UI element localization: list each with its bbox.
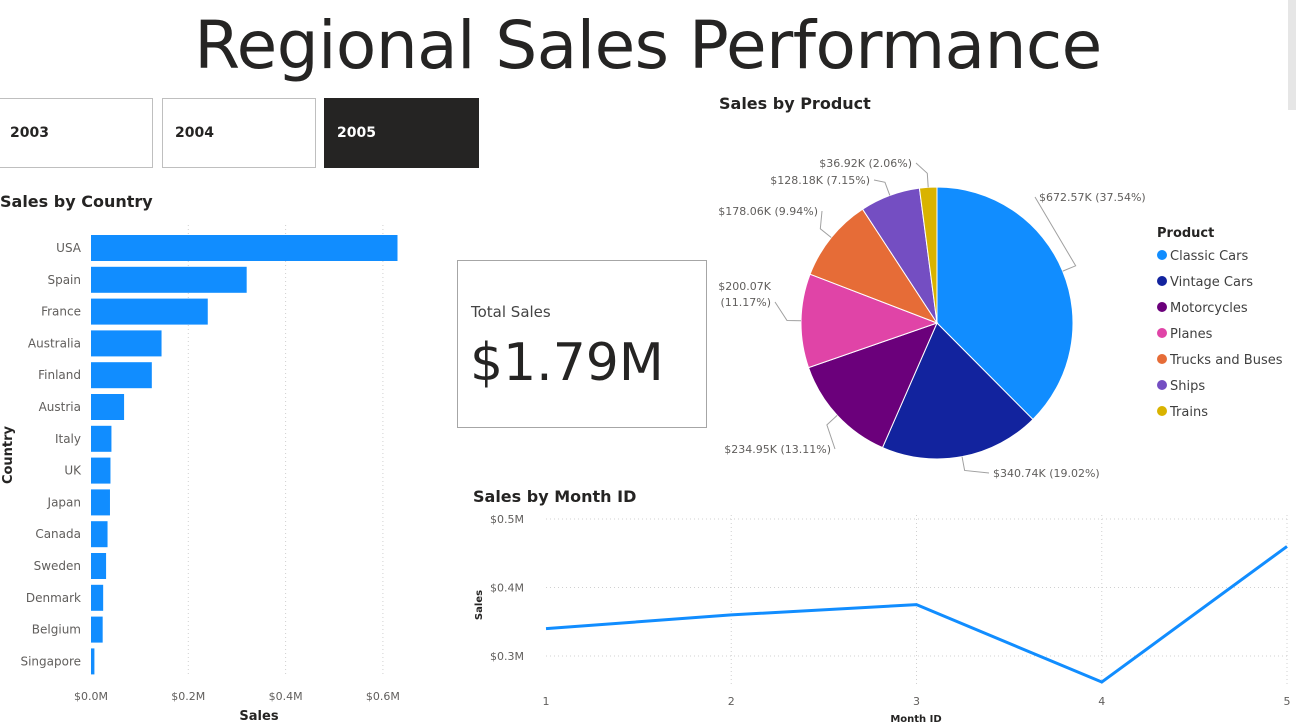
legend-marker (1157, 302, 1167, 312)
sales-by-month-chart[interactable]: $0.3M $0.4M $0.5M 1 2 3 4 5 Month ID Sales (460, 505, 1296, 728)
sales-by-country-chart[interactable]: $0.0M $0.2M $0.4M $0.6M USA Spain France Austra… (0, 215, 440, 728)
card-value: $1.79M (470, 333, 664, 393)
bar-sweden[interactable] (91, 553, 107, 579)
x-tick-label: 5 (1284, 695, 1291, 708)
bar-denmark[interactable] (91, 584, 104, 611)
legend-title: Product (1157, 226, 1214, 241)
legend-item-label: Motorcycles (1170, 301, 1248, 316)
legend-item-label: Ships (1170, 379, 1205, 394)
legend-item-label: Planes (1170, 327, 1213, 342)
card-label: Total Sales (471, 303, 551, 321)
bar-usa[interactable] (91, 235, 398, 261)
x-tick-label: $0.6M (366, 690, 400, 703)
legend-item-label: Vintage Cars (1170, 275, 1253, 290)
bar-belgium[interactable] (91, 616, 103, 643)
x-tick-label: 2 (728, 695, 735, 708)
y-tick-label: Australia (28, 336, 81, 350)
slice-vintage-cars[interactable] (881, 322, 1034, 460)
x-tick-label: 4 (1098, 695, 1105, 708)
leader-line (819, 210, 832, 238)
bar-spain[interactable] (91, 266, 247, 293)
y-tick-label: $0.4M (490, 582, 524, 595)
y-tick-label: Japan (47, 495, 81, 509)
x-axis-title: Sales (239, 709, 278, 724)
y-tick-label: Italy (55, 432, 81, 446)
page-title: Regional Sales Performance (194, 7, 1102, 84)
y-tick-label: France (41, 305, 81, 319)
total-sales-card[interactable]: Total Sales $1.79M (457, 260, 707, 428)
legend-marker (1157, 250, 1167, 260)
legend-item-label: Trucks and Buses (1169, 353, 1283, 368)
slice-data-label-value: $200.07K (718, 280, 771, 293)
legend-item-label: Trains (1169, 405, 1208, 420)
product-chart-title: Sales by Product (719, 94, 871, 113)
series-line-sales[interactable] (545, 545, 1288, 684)
leader-line (873, 179, 891, 196)
x-tick-label: $0.0M (74, 690, 108, 703)
y-axis-title: Country (1, 425, 16, 484)
legend-marker (1157, 328, 1167, 338)
bar-canada[interactable] (91, 521, 108, 548)
x-tick-label: $0.4M (269, 690, 303, 703)
x-tick-label: 1 (543, 695, 550, 708)
y-tick-label: Austria (39, 400, 81, 414)
slice-trains[interactable] (918, 186, 938, 324)
bar-australia[interactable] (91, 330, 162, 357)
y-tick-label: Spain (47, 273, 81, 287)
scrollbar[interactable] (1288, 0, 1296, 110)
y-tick-label: Denmark (26, 591, 81, 605)
slice-data-label: $340.74K (19.02%) (993, 467, 1100, 480)
legend-marker (1157, 380, 1167, 390)
slicer-option-2004[interactable]: 2004 (162, 98, 316, 168)
x-tick-label: 3 (913, 695, 920, 708)
bar-japan[interactable] (91, 489, 110, 516)
y-tick-label: Belgium (32, 623, 81, 637)
slice-data-label: $234.95K (13.11%) (724, 443, 831, 456)
y-tick-label: Singapore (20, 654, 81, 668)
bar-austria[interactable] (91, 394, 125, 420)
slice-data-label: $128.18K (7.15%) (770, 174, 870, 187)
slice-classic-cars[interactable] (936, 186, 1074, 421)
x-tick-label: $0.2M (171, 690, 205, 703)
y-tick-label: UK (64, 464, 82, 478)
slicer-option-2003[interactable]: 2003 (0, 98, 153, 168)
slicer-option-2005[interactable]: 2005 (324, 98, 479, 168)
slice-data-label: $672.57K (37.54%) (1039, 191, 1146, 204)
bar-italy[interactable] (91, 425, 112, 452)
country-chart-title: Sales by Country (0, 192, 153, 211)
slice-data-label: $178.06K (9.94%) (718, 205, 818, 218)
legend-marker (1157, 276, 1167, 286)
bar-singapore[interactable] (91, 648, 95, 675)
slice-data-label-pct: (11.17%) (720, 296, 771, 309)
sales-by-product-chart[interactable]: $672.57K (37.54%) $340.74K (19.02%) $234.9… (700, 140, 1296, 490)
slice-data-label: $36.92K (2.06%) (819, 157, 912, 170)
y-tick-label: Sweden (34, 559, 81, 573)
y-tick-label: $0.5M (490, 513, 524, 526)
slice-trucks-and-buses[interactable] (809, 208, 939, 325)
month-chart-title: Sales by Month ID (473, 487, 637, 506)
bar-finland[interactable] (91, 362, 152, 389)
y-tick-label: USA (56, 241, 82, 255)
y-tick-label: $0.3M (490, 650, 524, 663)
leader-line (961, 456, 990, 474)
y-tick-label: Finland (38, 368, 81, 382)
bar-uk[interactable] (91, 457, 111, 484)
bar-france[interactable] (91, 298, 208, 325)
leader-line (1034, 196, 1077, 272)
y-axis-title: Sales (474, 590, 485, 620)
leader-line (774, 301, 802, 322)
leader-line (826, 414, 838, 450)
legend-marker (1157, 406, 1167, 416)
legend-item-label: Classic Cars (1170, 249, 1248, 264)
x-axis-title: Month ID (890, 714, 941, 725)
y-tick-label: Canada (35, 527, 81, 541)
legend-marker (1157, 354, 1167, 364)
leader-line (915, 162, 929, 188)
